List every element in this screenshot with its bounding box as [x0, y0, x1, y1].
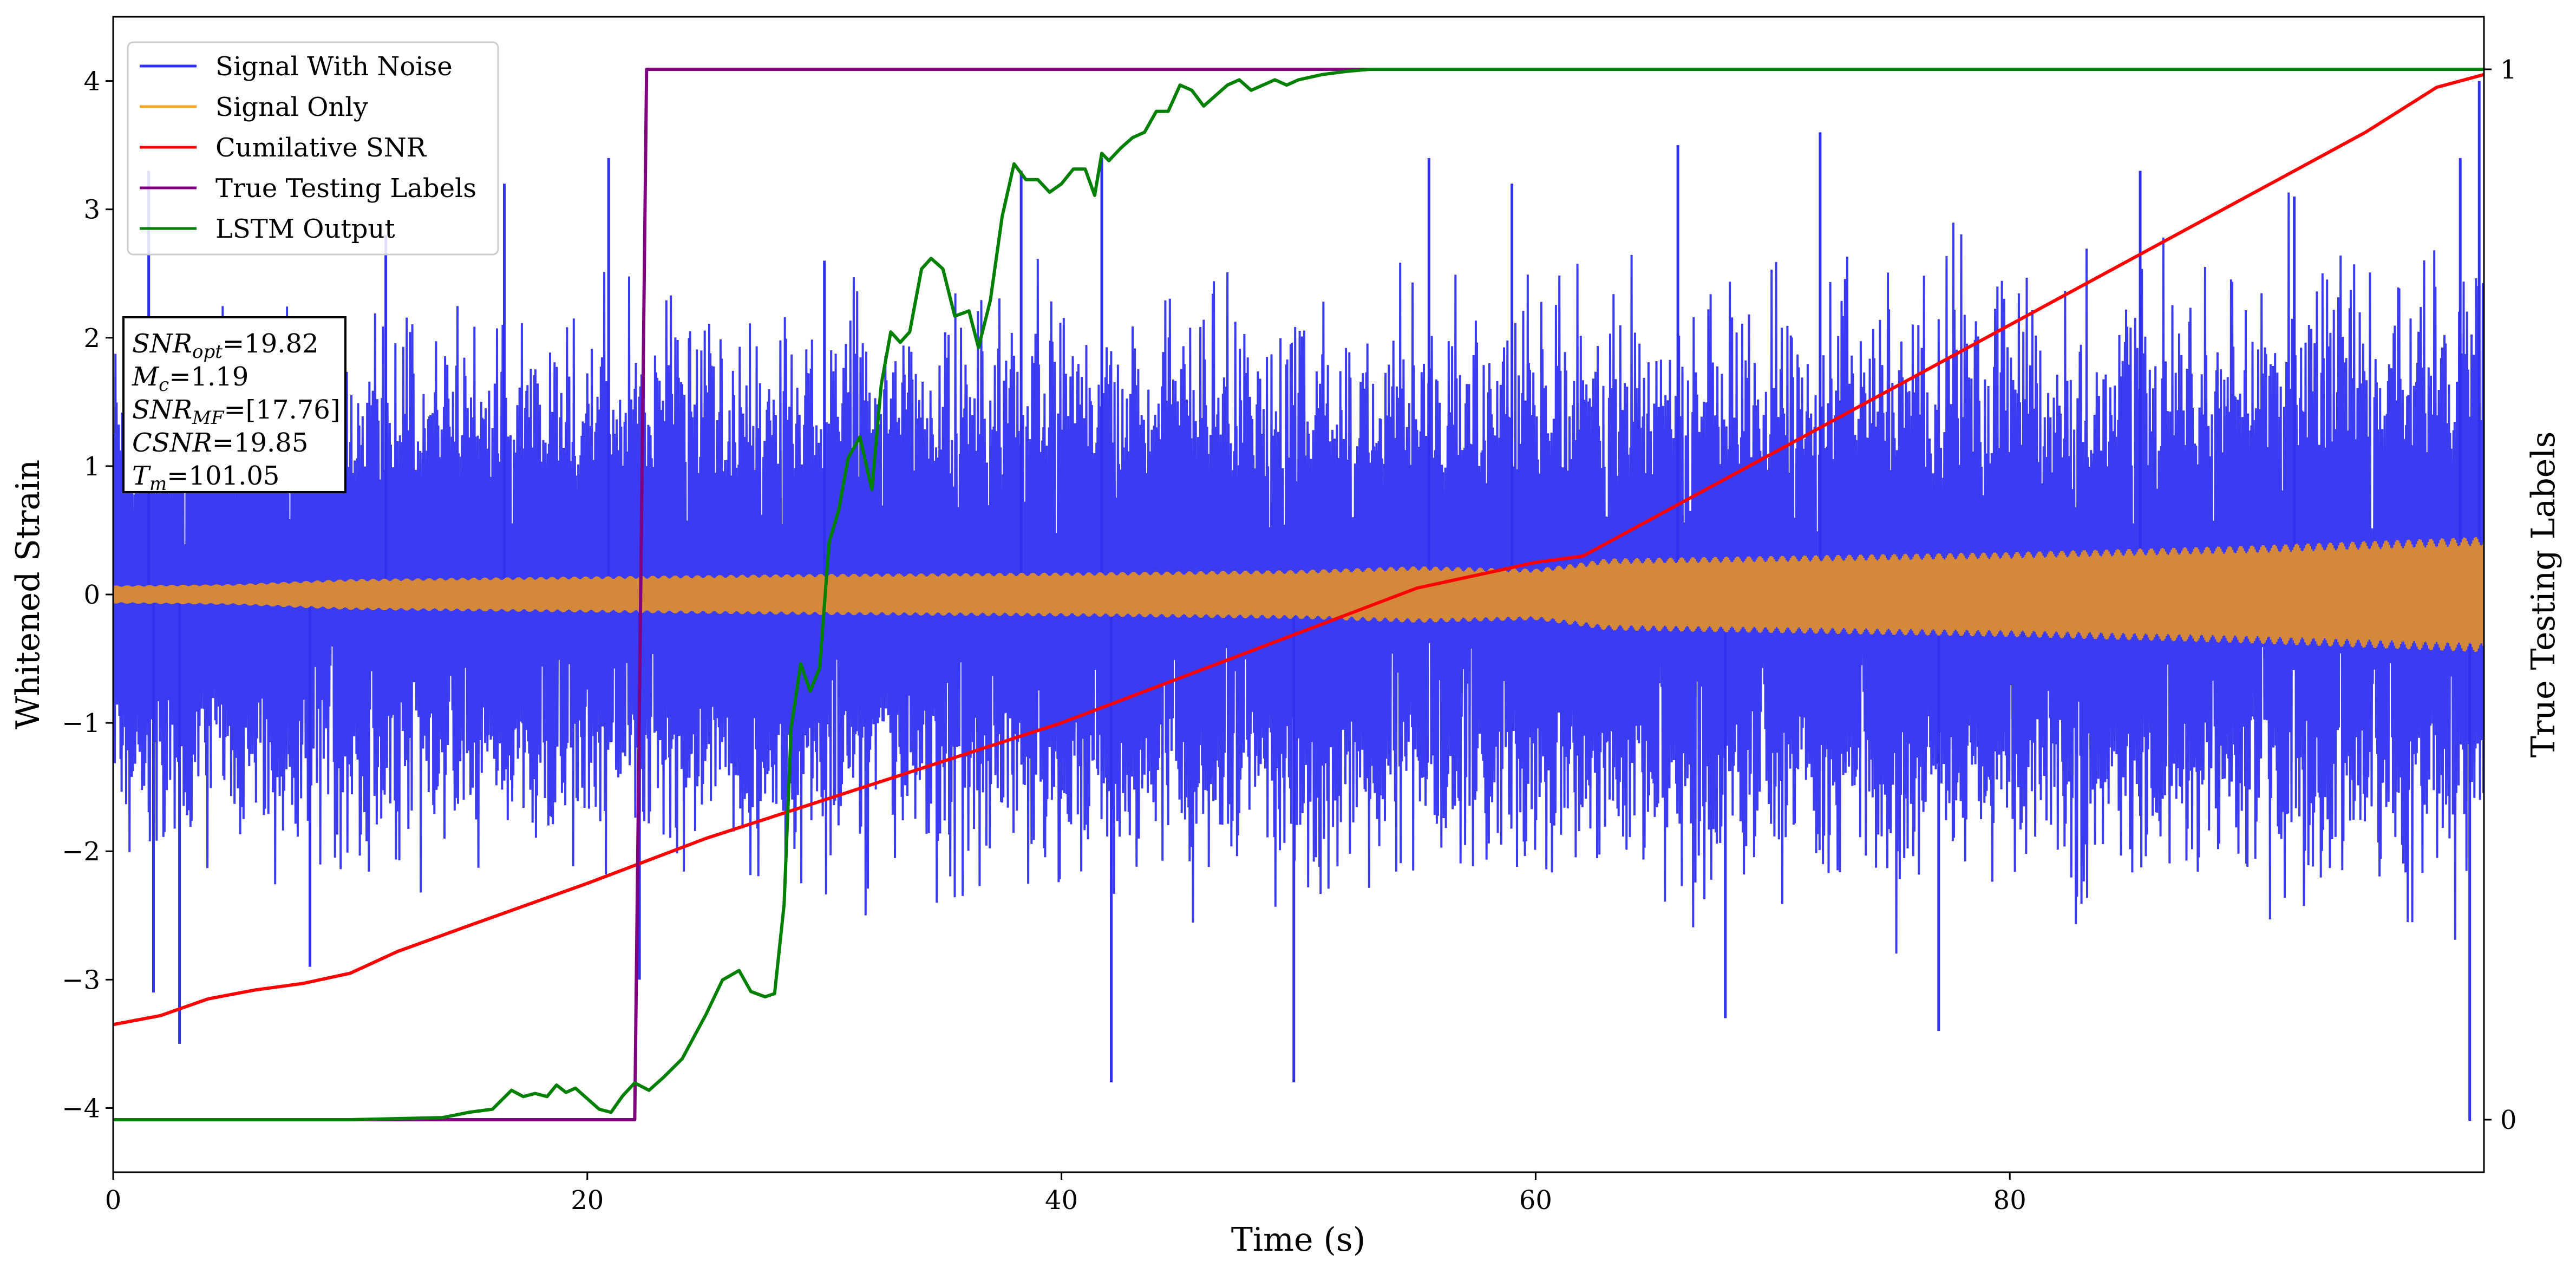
info-snr-mf: SNRMF=[17.76] — [132, 395, 341, 429]
y2-axis-label: True Testing Labels — [2525, 432, 2562, 758]
x-axis-label: Time (s) — [1231, 1221, 1365, 1259]
y-axis-right: 01 — [2484, 55, 2517, 1135]
y-tick-label: 4 — [83, 67, 100, 97]
cumilative-snr-line — [113, 73, 2484, 1027]
plot-area — [113, 68, 2484, 1121]
y-tick-label: −4 — [62, 1093, 100, 1123]
legend-label-signal: Signal Only — [215, 92, 368, 122]
x-tick-label: 40 — [1045, 1185, 1078, 1216]
info-snr-opt: SNRopt=19.82 — [132, 329, 319, 363]
info-box: SNRopt=19.82 Mc=1.19 SNRMF=[17.76] CSNR=… — [122, 316, 346, 495]
signal-with-noise-line — [113, 192, 2484, 954]
legend-box — [127, 41, 499, 256]
legend-label-labels: True Testing Labels — [215, 173, 476, 204]
info-tm: Tm=101.05 — [132, 461, 279, 495]
x-axis: 0 20 40 60 80 — [105, 1172, 2026, 1216]
y-axis-label: Whitened Strain — [9, 460, 47, 729]
x-tick-label: 0 — [105, 1185, 122, 1216]
y-tick-label: −3 — [62, 965, 100, 995]
info-mc: Mc=1.19 — [132, 362, 249, 396]
y-tick-label: 1 — [83, 452, 100, 482]
series-lines — [113, 68, 2484, 1121]
y-axis-left: −4 −3 −2 −1 0 1 2 3 4 — [62, 67, 113, 1123]
y-tick-label: −2 — [62, 837, 100, 867]
signal-only-line — [113, 537, 2484, 652]
lstm-output-line — [113, 68, 2484, 1121]
legend-label-lstm: LSTM Output — [215, 214, 395, 244]
y-tick-label: −1 — [62, 708, 100, 739]
y-tick-label: 2 — [83, 323, 100, 354]
y-tick-label: 3 — [83, 195, 100, 225]
x-tick-label: 60 — [1519, 1185, 1552, 1216]
y2-tick-label: 1 — [2500, 55, 2517, 85]
info-box-frame — [122, 316, 346, 493]
series-signal-only — [113, 537, 2484, 652]
info-csnr: CSNR=19.85 — [132, 428, 308, 458]
y-tick-label: 0 — [83, 580, 100, 610]
legend: Signal With Noise Signal Only Cumilative… — [127, 41, 499, 256]
x-tick-label: 80 — [1993, 1185, 2026, 1216]
legend-label-noise: Signal With Noise — [215, 51, 453, 82]
x-tick-label: 20 — [571, 1185, 604, 1216]
legend-label-csnr: Cumilative SNR — [215, 133, 427, 163]
y2-tick-label: 0 — [2500, 1105, 2517, 1135]
